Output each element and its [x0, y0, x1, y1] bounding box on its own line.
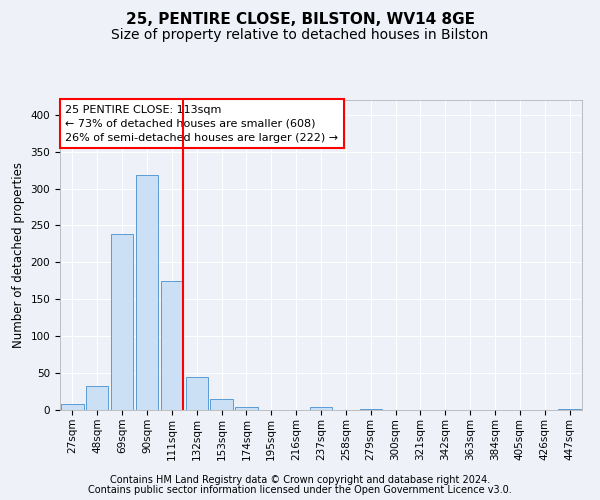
Text: Contains HM Land Registry data © Crown copyright and database right 2024.: Contains HM Land Registry data © Crown c…: [110, 475, 490, 485]
Text: Contains public sector information licensed under the Open Government Licence v3: Contains public sector information licen…: [88, 485, 512, 495]
Bar: [559, 408, 581, 410]
Bar: [136, 176, 158, 410]
Bar: [185, 377, 208, 410]
Bar: [61, 404, 83, 410]
Bar: [86, 386, 109, 410]
Y-axis label: Number of detached properties: Number of detached properties: [12, 162, 25, 348]
Bar: [111, 234, 133, 410]
Text: 25 PENTIRE CLOSE: 113sqm
← 73% of detached houses are smaller (608)
26% of semi-: 25 PENTIRE CLOSE: 113sqm ← 73% of detach…: [65, 104, 338, 142]
Bar: [310, 407, 332, 410]
Bar: [235, 407, 257, 410]
Text: 25, PENTIRE CLOSE, BILSTON, WV14 8GE: 25, PENTIRE CLOSE, BILSTON, WV14 8GE: [125, 12, 475, 28]
Bar: [161, 281, 183, 410]
Bar: [211, 399, 233, 410]
Text: Size of property relative to detached houses in Bilston: Size of property relative to detached ho…: [112, 28, 488, 42]
